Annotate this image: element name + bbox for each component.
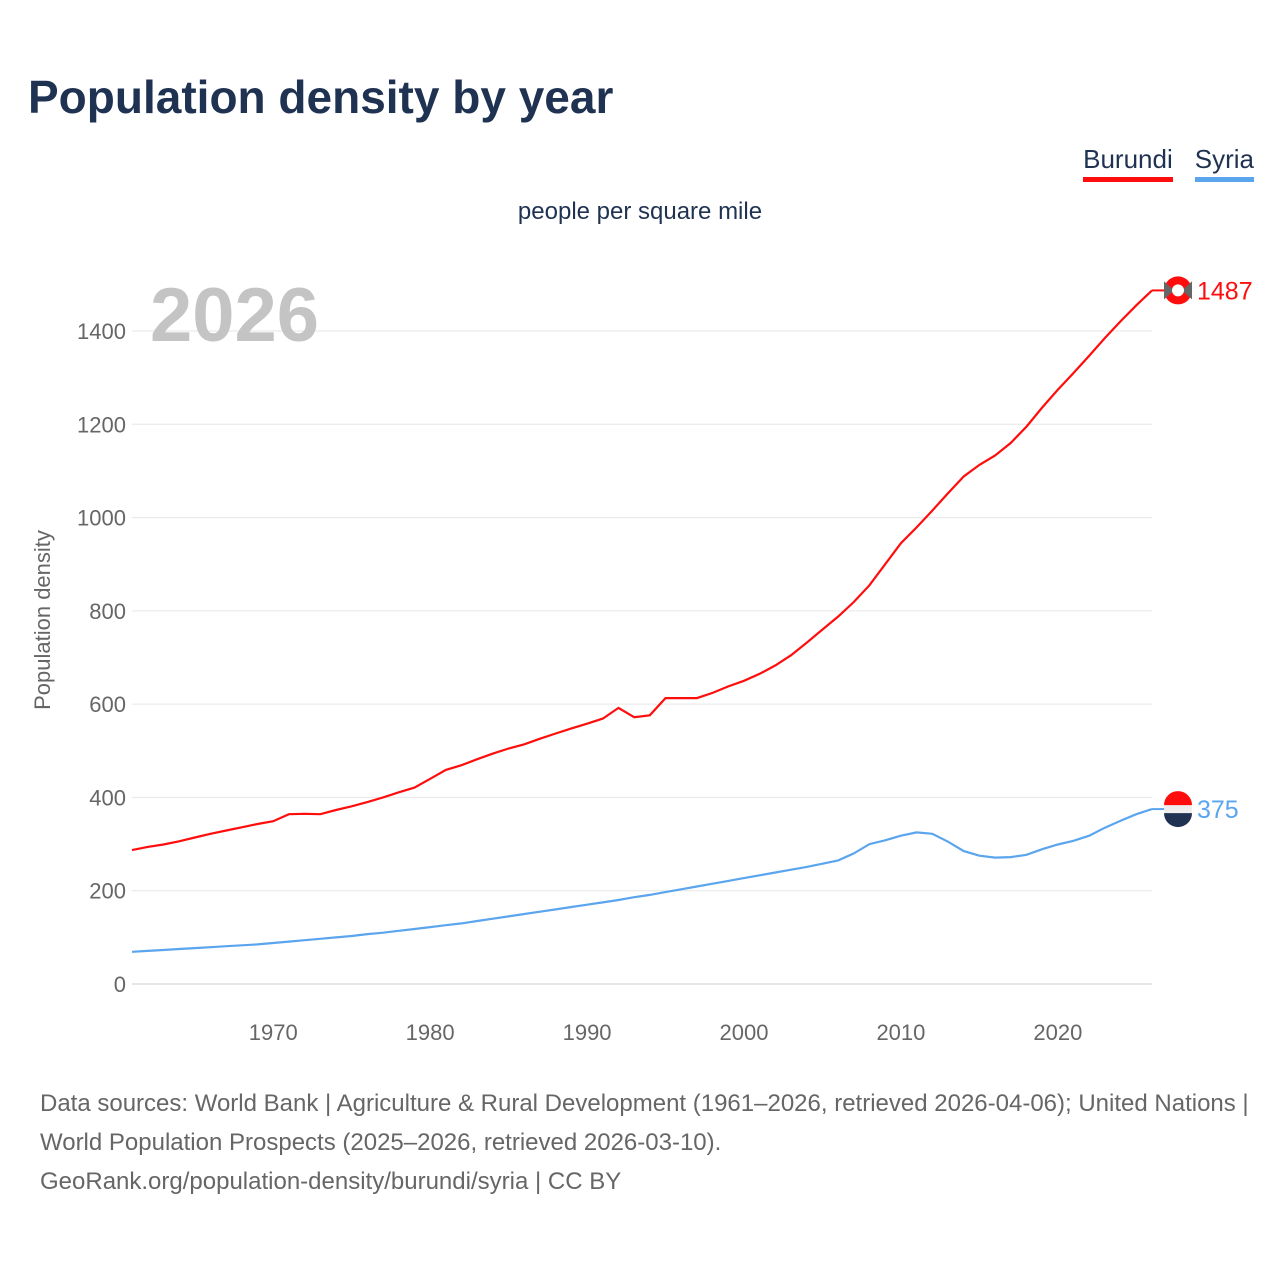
y-tick-label: 800 (89, 599, 126, 624)
x-tick-label: 2020 (1033, 1020, 1082, 1045)
x-tick-label: 1980 (406, 1020, 455, 1045)
chart-subtitle: people per square mile (517, 198, 763, 225)
y-tick-label: 400 (89, 785, 126, 810)
x-tick-label: 2000 (720, 1020, 769, 1045)
flag-detail (1164, 791, 1192, 806)
end-value-label: 375 (1197, 796, 1239, 824)
x-tick-label: 2010 (876, 1020, 925, 1045)
y-tick-label: 200 (89, 879, 126, 904)
x-tick-label: 1970 (249, 1020, 298, 1045)
y-tick-label: 1400 (77, 319, 126, 344)
source-line: Data sources: World Bank | Agriculture &… (40, 1090, 1249, 1156)
x-tick-label: 1990 (563, 1020, 612, 1045)
page-title: Population density by year (28, 71, 614, 123)
end-value-label: 1487 (1197, 277, 1253, 305)
series-line-syria (131, 808, 1153, 953)
y-tick-label: 600 (89, 692, 126, 717)
line-chart: 0 200 400 600 800 1000 1200 1400 1970 1980 1990 200… (30, 276, 1253, 1045)
flag-detail (1172, 284, 1184, 297)
y-axis-label: Population density (30, 530, 55, 710)
year-label: 2026 (150, 273, 320, 358)
legend: Burundi Syria (1083, 144, 1254, 182)
flag-detail (1164, 813, 1192, 828)
y-tick-label: 0 (114, 972, 126, 997)
source-note: Data sources: World Bank | Agriculture &… (40, 1084, 1250, 1201)
legend-item-syria[interactable]: Syria (1194, 144, 1254, 182)
source-link[interactable]: GeoRank.org/population-density/burundi/s… (40, 1168, 622, 1195)
series-line-burundi (131, 289, 1153, 852)
legend-item-burundi[interactable]: Burundi (1083, 144, 1173, 182)
y-tick-label: 1000 (77, 506, 126, 531)
y-tick-label: 1200 (77, 412, 126, 437)
flag-detail (1164, 281, 1192, 300)
